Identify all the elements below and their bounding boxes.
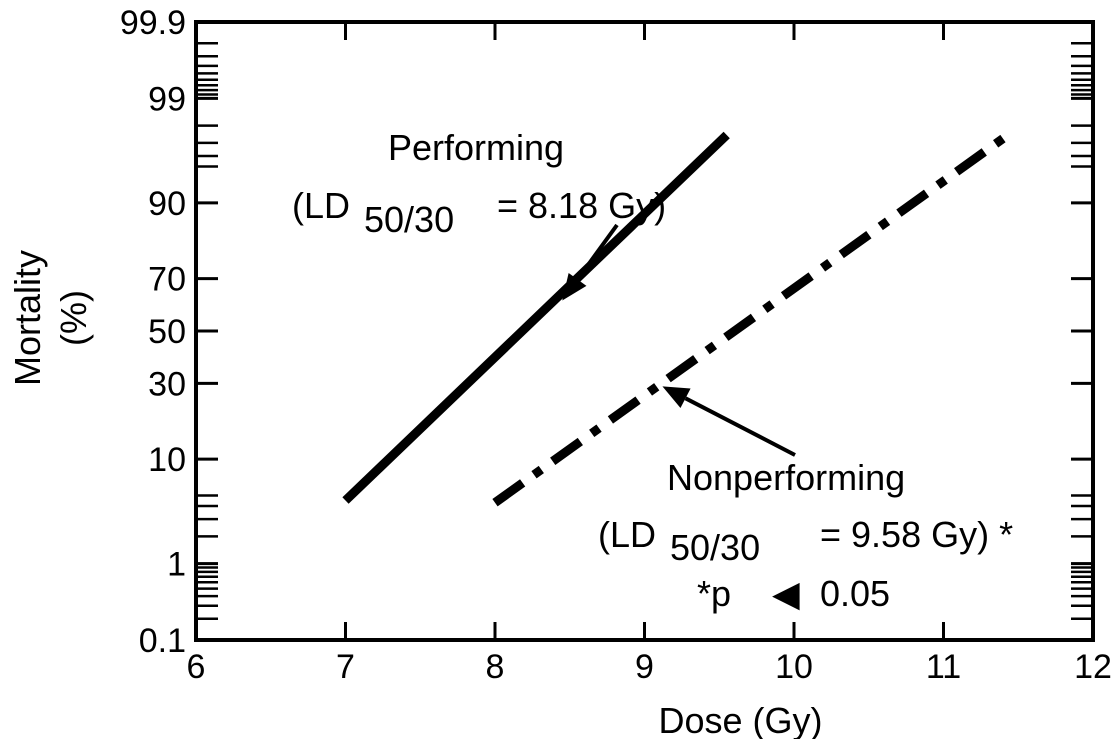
- tick-labels: 6 7 8 9 10 11 12 0.1 1 10 30 50 70 90 99 99.9 Dose (Gy) M…: [7, 4, 1112, 739]
- x-tick-label: 8: [486, 648, 505, 686]
- annotation-ld-subscript: 50/30: [364, 199, 454, 240]
- y-tick-label: 1: [167, 546, 186, 584]
- series-line-nonperforming: [492, 134, 1006, 507]
- x-tick-label: 7: [336, 648, 355, 686]
- annotation-arrow-shaft: [575, 223, 619, 281]
- x-tick-label: 12: [1074, 648, 1112, 686]
- y-tick-label: 30: [148, 365, 186, 403]
- y-axis-title: Mortality: [7, 250, 48, 386]
- annotation-title: Performing: [388, 127, 564, 168]
- annotation-ld-value: = 8.18 Gy): [497, 185, 666, 226]
- plot-frame: [194, 20, 1095, 642]
- series-line-performing: [342, 131, 730, 504]
- annotation-title: Nonperforming: [667, 457, 905, 498]
- footnote-less-than-symbol: ◀: [772, 573, 800, 614]
- y-tick-label: 0.1: [139, 622, 186, 660]
- annotation-arrow-head: [662, 386, 691, 409]
- annotation-ld-prefix: (LD: [292, 185, 350, 226]
- annotation-ld-subscript: 50/30: [670, 527, 760, 568]
- annotation-ld-value: = 9.58 Gy) *: [820, 514, 1013, 555]
- footnote-value: 0.05: [820, 573, 890, 614]
- y-tick-label: 10: [148, 441, 186, 479]
- annotations: Performing (LD 50/30 = 8.18 Gy) Nonperformin…: [292, 127, 1013, 614]
- x-tick-label: 10: [775, 648, 813, 686]
- y-tick-label: 50: [148, 313, 186, 351]
- x-axis-title: Dose (Gy): [658, 700, 822, 739]
- y-tick-label: 99.9: [120, 4, 186, 42]
- y-tick-label: 99: [148, 80, 186, 118]
- series-layer: [342, 131, 1006, 507]
- x-tick-label: 11: [926, 648, 961, 686]
- y-tick-label: 90: [148, 185, 186, 223]
- annotation-arrow-head: [562, 272, 587, 301]
- footnote-p: *p: [697, 573, 731, 614]
- y-tick-label: 70: [148, 261, 186, 299]
- x-tick-label: 9: [635, 648, 654, 686]
- x-tick-label: 6: [187, 648, 206, 686]
- y-axis-title: (%): [53, 290, 94, 346]
- annotation-ld-prefix: (LD: [598, 514, 656, 555]
- annotation-arrow-shaft: [684, 396, 796, 457]
